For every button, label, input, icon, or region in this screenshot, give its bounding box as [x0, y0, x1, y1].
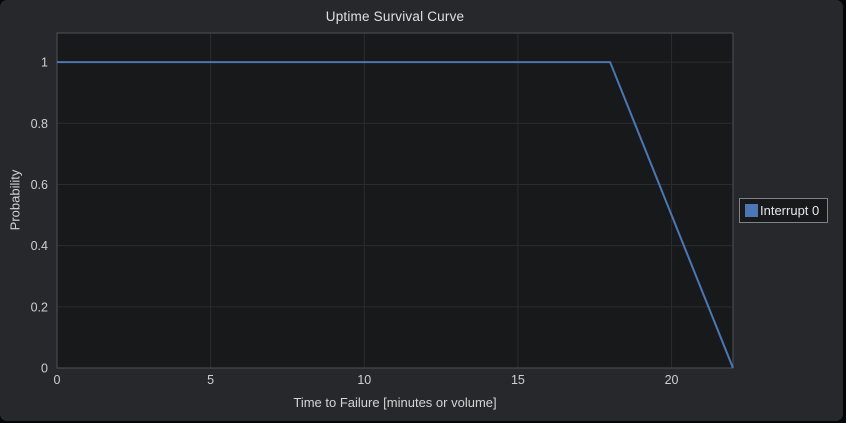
chart-title: Uptime Survival Curve	[325, 9, 465, 24]
y-tick-label: 0	[41, 362, 48, 376]
y-tick-label: 0.6	[31, 178, 48, 192]
x-axis-title: Time to Failure [minutes or volume]	[293, 395, 497, 410]
y-tick-label: 1	[41, 56, 48, 70]
axes-frame	[56, 32, 734, 369]
x-tick-label: 5	[207, 373, 214, 387]
y-tick-label: 0.2	[31, 300, 48, 314]
legend: Interrupt 0	[739, 198, 829, 223]
y-tick-label: 0.4	[31, 239, 48, 253]
legend-item-interrupt-0[interactable]: Interrupt 0	[745, 203, 819, 218]
y-tick-label: 0.8	[31, 117, 48, 131]
legend-swatch-icon	[745, 204, 758, 217]
x-tick-label: 20	[665, 373, 679, 387]
series-line-interrupt-0	[57, 61, 734, 369]
x-tick-label: 10	[357, 373, 371, 387]
plot-area	[57, 33, 733, 368]
y-axis-title: Probability	[7, 169, 23, 231]
x-tick-label: 0	[54, 373, 61, 387]
legend-label: Interrupt 0	[760, 203, 820, 218]
x-tick-label: 15	[511, 373, 525, 387]
